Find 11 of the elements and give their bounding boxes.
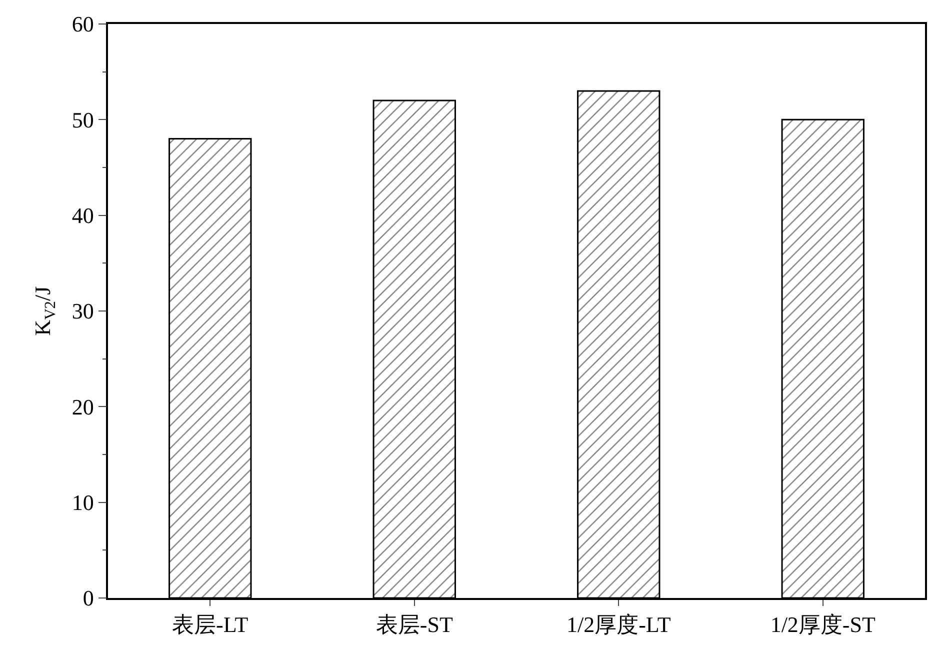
y-tick-label: 50: [72, 107, 94, 132]
x-tick-label: 1/2厚度-ST: [770, 612, 876, 638]
y-tick-label: 20: [72, 394, 94, 420]
x-tick-label: 表层-ST: [376, 612, 454, 638]
y-tick-label: 10: [72, 490, 94, 516]
y-tick-label: 30: [72, 298, 94, 324]
x-tick-label: 1/2厚度-LT: [566, 612, 672, 638]
y-tick-label: 40: [72, 203, 94, 228]
y-tick-label: 60: [72, 12, 94, 37]
x-tick-label: 表层-LT: [172, 612, 249, 638]
y-tick-label: 0: [82, 586, 94, 611]
